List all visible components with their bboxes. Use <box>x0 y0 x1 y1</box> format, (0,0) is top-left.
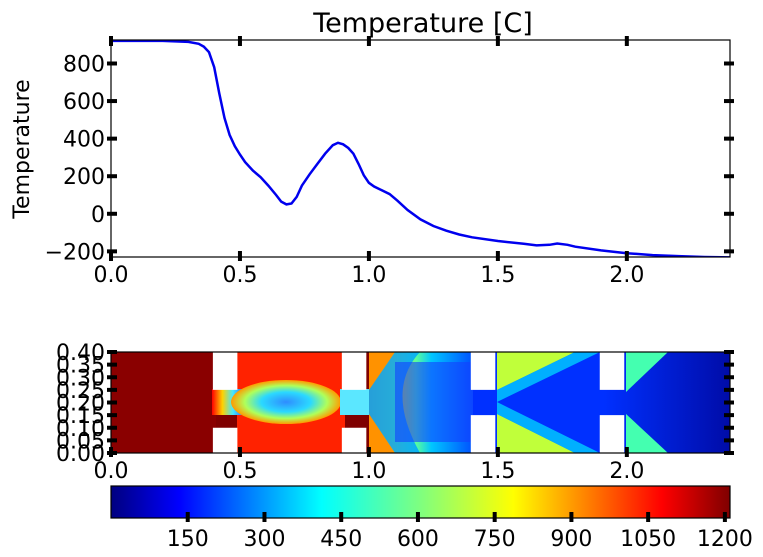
obstacle-block <box>341 352 367 390</box>
obstacle-block <box>212 352 238 390</box>
y-tick-label: 0.00 <box>56 442 105 467</box>
colorbar-tick-label: 150 <box>167 527 209 552</box>
obstacle-block <box>599 352 625 390</box>
colorbar-ticks: 150 300 450 600 750 900 1050 1200 <box>167 512 753 552</box>
x-tick-label: 1.5 <box>480 263 515 288</box>
plot-frame-top <box>110 39 731 258</box>
top-axis-ticks: 0.0 0.5 1.0 1.5 2.0 −200 0 200 400 600 800 <box>45 36 734 288</box>
y-tick-label: −200 <box>45 240 105 265</box>
y-tick-label: 0.10 <box>56 417 105 442</box>
y-tick-label: 0.05 <box>56 429 105 454</box>
x-tick-label: 2.0 <box>609 263 644 288</box>
heatmap-field <box>111 352 730 453</box>
contour-plot: 0.0 0.5 1.0 1.5 2.00.000.050.100.150.200.250… <box>56 341 734 484</box>
line-chart: Temperature [C] Temperature 0.0 0.5 1.0 1.5… <box>10 8 734 288</box>
x-tick-label: 0.0 <box>94 459 129 484</box>
obstacle-block <box>599 415 625 453</box>
colorbar: 150 300 450 600 750 900 1050 1200 <box>110 485 753 552</box>
x-tick-label: 1.0 <box>351 459 386 484</box>
y-tick-label: 0.30 <box>56 366 105 391</box>
colorbar-tick-label: 1050 <box>620 527 676 552</box>
colorbar-tick-label: 300 <box>243 527 285 552</box>
x-tick-label: 0.0 <box>94 263 129 288</box>
colorbar-tick-label: 900 <box>550 527 592 552</box>
y-tick-label: 800 <box>63 52 105 77</box>
temperature-line <box>111 40 730 257</box>
y-tick-label: 600 <box>63 90 105 115</box>
obstacle-block <box>470 352 496 390</box>
colorbar-tick-label: 600 <box>397 527 439 552</box>
x-tick-label: 1.0 <box>351 263 386 288</box>
colorbar-tick-label: 450 <box>320 527 362 552</box>
y-tick-label: 0 <box>91 203 105 228</box>
obstacles <box>212 352 625 453</box>
y-tick-label: 0.20 <box>56 392 105 417</box>
x-tick-label: 0.5 <box>222 459 257 484</box>
y-axis-label: Temperature <box>10 79 35 219</box>
y-tick-label: 400 <box>63 128 105 153</box>
colorbar-tick-label: 1200 <box>697 527 753 552</box>
obstacle-block <box>341 427 367 453</box>
colorbar-tick-label: 750 <box>474 527 516 552</box>
x-tick-label: 0.5 <box>222 263 257 288</box>
obstacle-block <box>470 415 496 453</box>
y-tick-label: 0.25 <box>56 379 105 404</box>
chart-title: Temperature [C] <box>312 8 533 39</box>
y-tick-label: 200 <box>63 165 105 190</box>
y-tick-label: 0.40 <box>56 341 105 366</box>
x-tick-label: 2.0 <box>609 459 644 484</box>
y-tick-label: 0.15 <box>56 404 105 429</box>
colorbar-gradient <box>110 485 731 519</box>
x-tick-label: 1.5 <box>480 459 515 484</box>
bottom-axis-ticks: 0.0 0.5 1.0 1.5 2.00.000.050.100.150.200.250… <box>56 341 734 484</box>
obstacle-block <box>212 427 238 453</box>
y-tick-label: 0.35 <box>56 354 105 379</box>
